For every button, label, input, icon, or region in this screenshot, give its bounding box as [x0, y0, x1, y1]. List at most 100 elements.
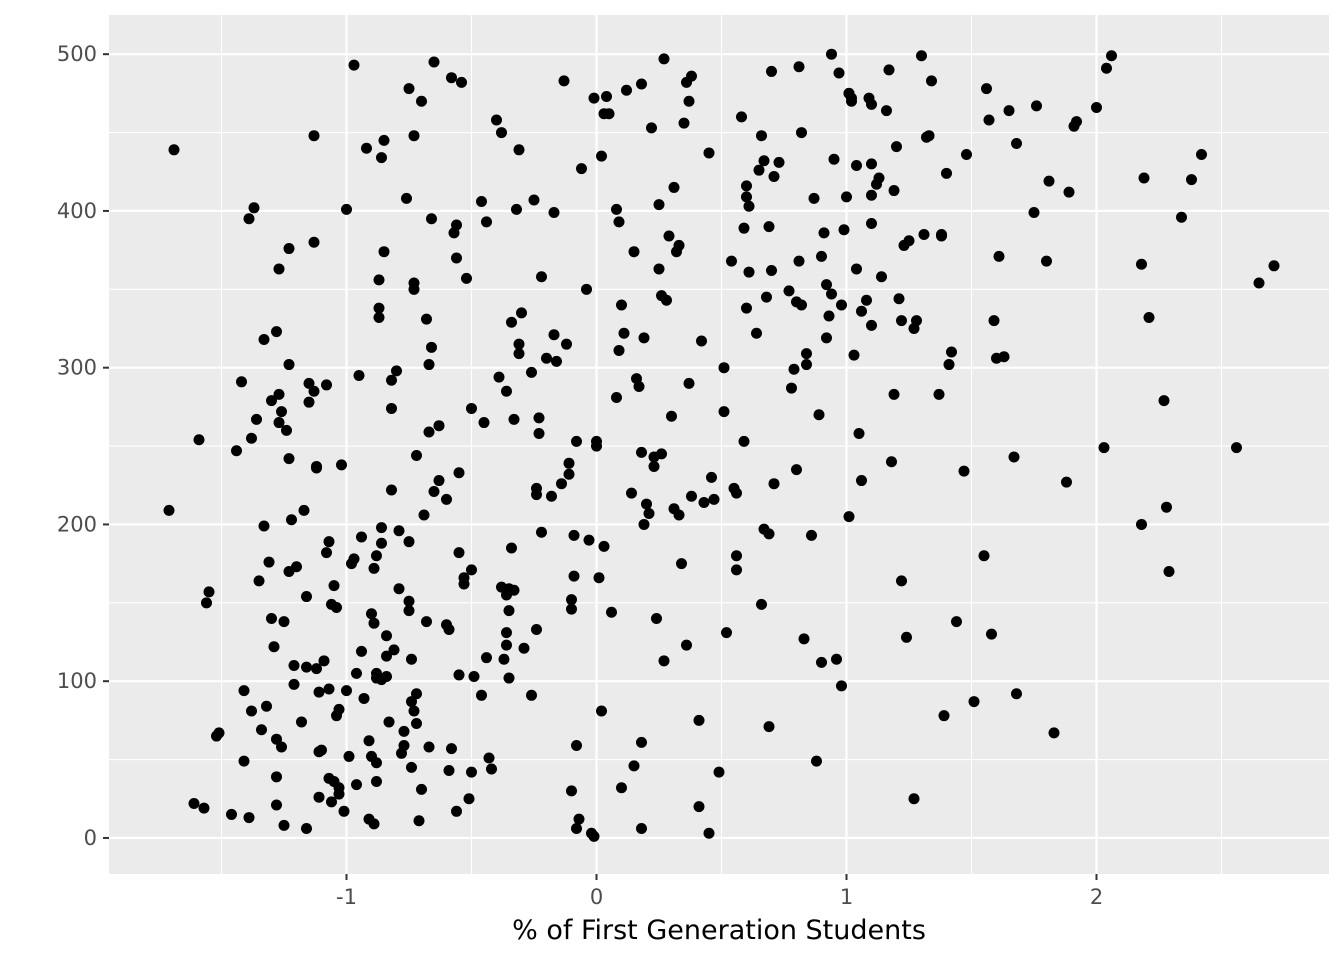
- data-point: [566, 594, 577, 606]
- data-point: [513, 338, 525, 350]
- data-point: [853, 428, 865, 440]
- data-point: [943, 359, 955, 371]
- data-point: [203, 586, 215, 598]
- data-point: [516, 307, 527, 319]
- data-point: [453, 467, 465, 479]
- y-tick-label: 0: [84, 826, 97, 850]
- data-point: [333, 782, 345, 794]
- data-point: [1003, 105, 1015, 117]
- data-point: [301, 591, 312, 603]
- data-point: [933, 388, 945, 400]
- data-point: [831, 653, 842, 665]
- data-point: [501, 385, 512, 397]
- y-axis: 0 100 200 300 400 500: [57, 42, 109, 850]
- data-point: [373, 274, 385, 286]
- data-point: [428, 486, 440, 498]
- data-point: [821, 279, 832, 291]
- data-point: [613, 216, 625, 228]
- data-point: [763, 528, 775, 540]
- data-point: [753, 164, 765, 176]
- data-point: [828, 153, 840, 165]
- data-point: [1161, 501, 1172, 513]
- data-point: [481, 216, 492, 228]
- data-point: [801, 348, 812, 360]
- data-point: [303, 396, 315, 408]
- data-point: [838, 224, 850, 236]
- data-point: [416, 783, 427, 795]
- data-point: [231, 445, 242, 457]
- data-point: [546, 490, 557, 502]
- data-point: [513, 144, 525, 156]
- data-point: [683, 377, 695, 389]
- data-point: [763, 221, 775, 233]
- data-point: [816, 656, 827, 668]
- data-point: [951, 616, 962, 628]
- data-point: [308, 130, 320, 142]
- data-point: [556, 478, 567, 490]
- data-point: [581, 283, 592, 295]
- data-point: [381, 650, 392, 662]
- data-point: [336, 459, 347, 471]
- data-point: [428, 56, 440, 68]
- data-point: [763, 721, 775, 733]
- data-point: [656, 448, 667, 460]
- x-tick-label: 1: [840, 885, 853, 909]
- data-point: [371, 776, 382, 788]
- data-point: [616, 782, 627, 794]
- data-point: [908, 793, 920, 805]
- data-point: [408, 705, 420, 717]
- data-point: [408, 130, 420, 142]
- data-point: [326, 796, 337, 808]
- data-point: [273, 388, 285, 400]
- data-point: [193, 434, 205, 446]
- data-point: [386, 402, 397, 414]
- data-point: [283, 359, 295, 371]
- data-point: [926, 75, 937, 87]
- data-point: [1071, 116, 1082, 128]
- data-point: [366, 608, 377, 620]
- data-point: [896, 575, 907, 587]
- data-point: [283, 243, 295, 255]
- data-point: [531, 489, 542, 501]
- data-point: [526, 366, 537, 378]
- data-point: [766, 265, 777, 277]
- data-point: [648, 460, 660, 472]
- data-point: [636, 823, 647, 835]
- data-point: [1101, 62, 1112, 74]
- data-point: [568, 570, 580, 582]
- data-point: [643, 507, 655, 519]
- data-point: [258, 520, 270, 532]
- data-point: [246, 705, 257, 717]
- x-tick-label: -1: [336, 885, 357, 909]
- data-point: [481, 652, 492, 664]
- data-point: [653, 199, 665, 211]
- data-point: [668, 181, 680, 193]
- data-point: [666, 410, 677, 422]
- data-point: [1048, 727, 1060, 739]
- data-point: [268, 641, 280, 653]
- data-point: [301, 661, 312, 673]
- data-point: [738, 435, 750, 447]
- data-point: [373, 312, 385, 324]
- data-point: [658, 655, 670, 667]
- data-point: [846, 95, 857, 107]
- data-point: [1136, 258, 1147, 270]
- data-point: [743, 266, 755, 278]
- data-point: [308, 236, 320, 248]
- data-point: [658, 53, 670, 65]
- data-point: [783, 285, 795, 297]
- data-point: [818, 227, 830, 239]
- data-point: [731, 487, 742, 499]
- data-point: [1028, 207, 1040, 219]
- y-tick-label: 300: [57, 356, 97, 380]
- data-point: [571, 435, 582, 447]
- data-point: [313, 791, 325, 803]
- data-point: [461, 272, 472, 284]
- data-point: [588, 92, 600, 104]
- data-point: [321, 379, 332, 391]
- data-point: [423, 741, 435, 753]
- data-point: [418, 509, 430, 521]
- data-point: [343, 750, 355, 762]
- data-point: [693, 714, 705, 726]
- data-point: [321, 547, 332, 559]
